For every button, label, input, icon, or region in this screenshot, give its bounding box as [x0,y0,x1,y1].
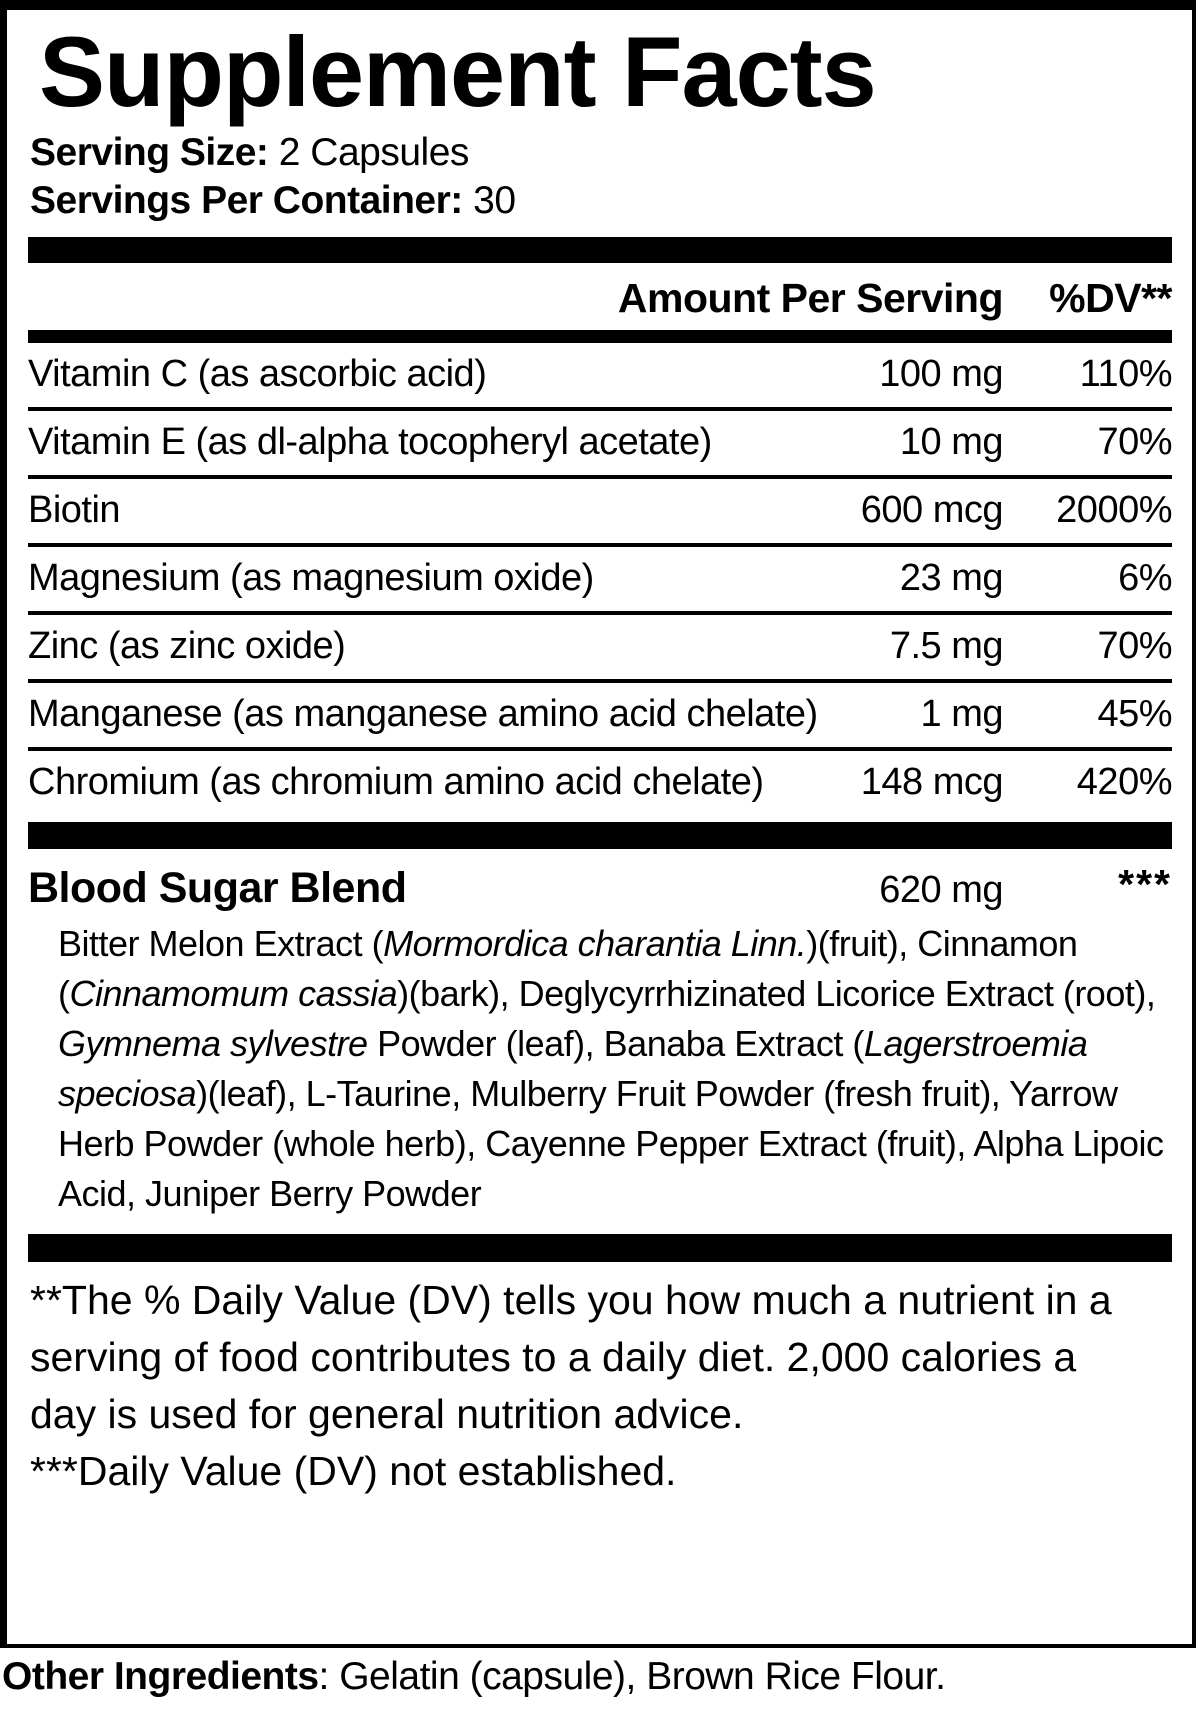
divider-bar-footnotes [28,1234,1172,1263]
table-row: Vitamin C (as ascorbic acid) 100 mg 110% [28,343,1173,407]
blend-ingredient-segment: )(leaf), L-Taurine, Mulberry Fruit Powde… [58,1073,1164,1215]
blend-ingredient-segment: Bitter Melon Extract ( [58,923,384,965]
blend-amount: 620 mg [879,869,1003,912]
amount-per-serving-header: Amount Per Serving [617,275,1004,322]
nutrient-amount: 100 mg [879,353,1003,396]
table-row: Chromium (as chromium amino acid chelate… [28,747,1173,815]
blend-ingredient-segment: )(bark), Deglycyrrhizinated Licorice Ext… [397,973,1156,1015]
divider-bar-top [28,237,1172,264]
nutrient-amount: 10 mg [899,421,1004,464]
blend-ingredient-segment: Powder (leaf), Banaba Extract ( [367,1023,864,1065]
dv-not-established-footnote: ***Daily Value (DV) not established. [30,1448,677,1495]
blend-ingredients: Bitter Melon Extract (Mormordica charant… [28,917,1172,1219]
nutrient-name: Biotin [28,489,121,532]
nutrient-dv: 2000% [1056,489,1172,532]
other-ingredients-line: Other Ingredients: Gelatin (capsule), Br… [2,1655,946,1699]
table-row: Biotin 600 mcg 2000% [28,475,1173,543]
servings-per-container-line: Servings Per Container: 30 [30,177,1172,225]
nutrient-dv: 6% [1118,557,1172,600]
blend-row: Blood Sugar Blend 620 mg *** [28,849,1172,917]
blend-ingredient-segment: Gymnema sylvestre [58,1023,368,1065]
nutrient-rows: Vitamin C (as ascorbic acid) 100 mg 110%… [28,343,1173,815]
divider-bar-blend [28,822,1172,850]
table-row: Manganese (as manganese amino acid chela… [28,679,1173,747]
nutrient-dv: 70% [1097,625,1172,668]
table-row: Vitamin E (as dl-alpha tocopheryl acetat… [28,407,1173,475]
nutrient-amount: 1 mg [920,693,1004,736]
nutrient-name: Chromium (as chromium amino acid chelate… [28,761,764,804]
other-ingredients-label: Other Ingredients [2,1655,319,1698]
nutrient-name: Zinc (as zinc oxide) [28,625,346,668]
table-row: Zinc (as zinc oxide) 7.5 mg 70% [28,611,1173,679]
serving-size-line: Serving Size: 2 Capsules [30,129,1172,177]
page-title: Supplement Facts [39,16,877,127]
blend-ingredient-segment: Lagerstroemia speciosa [58,1023,1088,1115]
table-header-row: Amount Per Serving %DV** [28,263,1173,330]
servings-per-container-value: 30 [473,178,516,222]
dv-footnote: **The % Daily Value (DV) tells you how m… [30,1277,1112,1438]
blend-dv-asterisks: *** [1118,861,1172,908]
other-ingredients-value: : Gelatin (capsule), Brown Rice Flour. [318,1655,946,1698]
blend-name: Blood Sugar Blend [28,864,407,913]
footnotes: **The % Daily Value (DV) tells you how m… [28,1262,1172,1500]
nutrient-name: Magnesium (as magnesium oxide) [28,557,594,600]
dv-header: %DV** [1049,275,1172,322]
table-row: Magnesium (as magnesium oxide) 23 mg 6% [28,543,1173,611]
serving-size-value: 2 Capsules [278,130,470,174]
nutrient-dv: 110% [1079,353,1173,396]
nutrient-name: Vitamin C (as ascorbic acid) [28,353,487,396]
serving-size-label: Serving Size: [30,130,269,174]
nutrient-amount: 7.5 mg [889,625,1004,668]
blend-ingredient-segment: Cinnamomum cassia [69,973,398,1015]
nutrient-dv: 45% [1097,693,1172,736]
nutrient-amount: 148 mcg [860,761,1004,804]
servings-per-container-label: Servings Per Container: [30,178,463,222]
divider-bar-header [28,330,1172,344]
nutrient-name: Vitamin E (as dl-alpha tocopheryl acetat… [28,421,712,464]
nutrient-dv: 70% [1097,421,1172,464]
blend-ingredient-segment: )(fruit), Cinnamon ( [58,923,1078,1015]
label-border-box: Supplement Facts Serving Size: 2 Capsule… [0,0,1196,1648]
nutrient-amount: 600 mcg [860,489,1004,532]
blend-ingredient-segment: Mormordica charantia Linn. [383,923,807,965]
nutrient-dv: 420% [1076,761,1173,804]
nutrient-name: Manganese (as manganese amino acid chela… [28,693,818,736]
nutrient-amount: 23 mg [899,557,1004,600]
